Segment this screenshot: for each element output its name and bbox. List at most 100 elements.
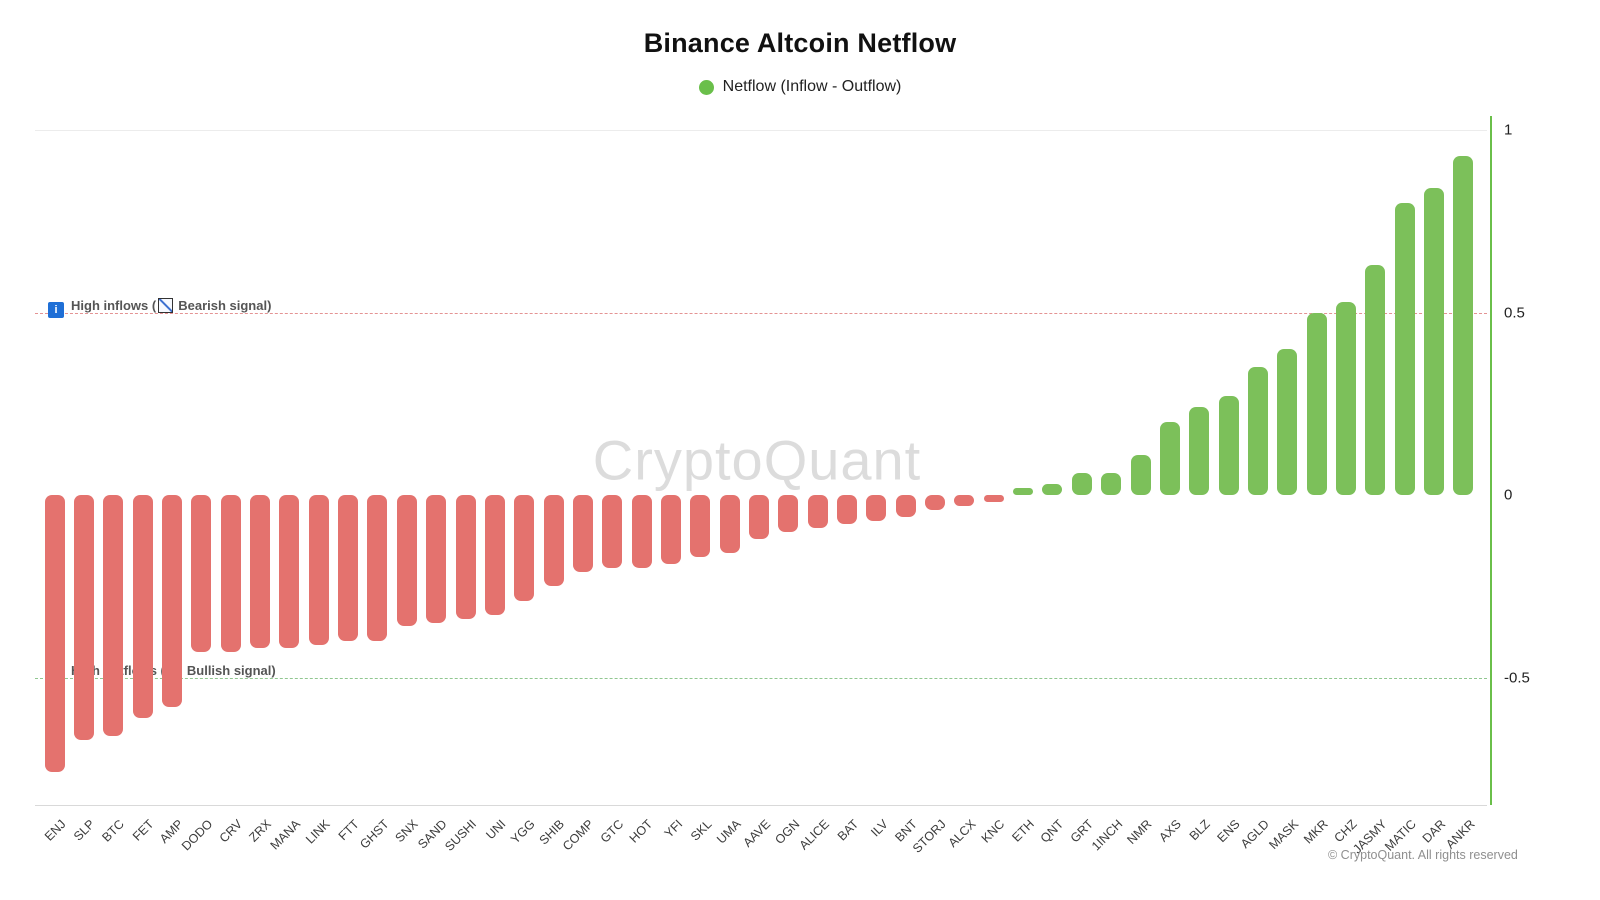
bar-enj[interactable] <box>44 495 65 773</box>
x-axis-label-alice: ALICE <box>796 817 832 853</box>
bar-gtc[interactable] <box>602 495 623 568</box>
x-axis-label-crv: CRV <box>216 817 245 846</box>
bar-alice[interactable] <box>807 495 828 528</box>
x-axis-label-aave: AAVE <box>740 817 773 850</box>
x-axis-label-ankr: ANKR <box>1442 817 1478 852</box>
bar-skl[interactable] <box>690 495 711 558</box>
bar-dodo[interactable] <box>191 495 212 652</box>
bar-ftt[interactable] <box>338 495 359 641</box>
x-axis-label-slp: SLP <box>71 817 98 844</box>
y-axis-label-0.5: 0.5 <box>1504 304 1525 321</box>
x-axis-label-mkr: MKR <box>1300 817 1331 847</box>
x-axis-label-gtc: GTC <box>597 817 627 846</box>
bar-btc[interactable] <box>103 495 124 736</box>
high-outflows-signal-text: Bullish signal <box>186 662 272 678</box>
bar-jasmy[interactable] <box>1365 265 1386 495</box>
legend-marker <box>698 79 714 95</box>
bar-alcx[interactable] <box>954 495 975 506</box>
x-axis-label-yfi: YFI <box>661 817 685 841</box>
bar-ens[interactable] <box>1218 396 1239 495</box>
bearish-signal-icon <box>158 297 174 313</box>
bar-ygg[interactable] <box>514 495 535 601</box>
x-axis-label-axs: AXS <box>1156 817 1184 845</box>
bar-matic[interactable] <box>1394 203 1415 495</box>
high-inflows-annotation: i High inflows (Bearish signal) <box>48 297 271 318</box>
gridline-value-1 <box>35 130 1487 131</box>
bar-hot[interactable] <box>631 495 652 568</box>
copyright-text: © CryptoQuant. All rights reserved <box>1328 848 1518 862</box>
x-axis-label-skl: SKL <box>687 817 715 844</box>
x-axis-label-1inch: 1INCH <box>1088 817 1126 854</box>
x-axis-line <box>35 805 1487 806</box>
bar-mkr[interactable] <box>1306 312 1327 495</box>
legend-label: Netflow (Inflow - Outflow) <box>722 78 902 95</box>
bar-snx[interactable] <box>396 495 417 627</box>
bar-qnt[interactable] <box>1042 484 1063 495</box>
x-axis-label-sushi: SUSHI <box>442 817 480 854</box>
high-inflows-text-suffix: ) <box>267 297 272 313</box>
info-icon[interactable]: i <box>48 301 64 318</box>
bar-fet[interactable] <box>132 495 153 718</box>
x-axis-label-btc: BTC <box>99 817 128 845</box>
x-axis-label-mask: MASK <box>1266 817 1302 852</box>
x-axis-label-nmr: NMR <box>1124 817 1155 848</box>
x-axis-label-uni: UNI <box>483 817 509 843</box>
x-axis-label-qnt: QNT <box>1037 817 1067 846</box>
bar-chz[interactable] <box>1335 301 1356 495</box>
bar-storj[interactable] <box>925 495 946 510</box>
bar-dar[interactable] <box>1423 188 1444 495</box>
bar-eth[interactable] <box>1013 487 1034 495</box>
bar-bat[interactable] <box>837 495 858 525</box>
bar-yfi[interactable] <box>660 495 681 565</box>
x-axis-label-bat: BAT <box>834 817 861 844</box>
bar-sand[interactable] <box>426 495 447 623</box>
bar-ilv[interactable] <box>866 495 887 521</box>
high-outflows-text-suffix: ) <box>271 662 276 678</box>
y-axis-label--0.5: -0.5 <box>1504 669 1530 686</box>
x-axis-label-hot: HOT <box>626 817 656 846</box>
bar-link[interactable] <box>308 495 329 645</box>
legend[interactable]: Netflow (Inflow - Outflow) <box>0 78 1600 96</box>
bar-uni[interactable] <box>484 495 505 616</box>
bar-amp[interactable] <box>162 495 183 707</box>
bar-grt[interactable] <box>1071 473 1092 495</box>
bar-ogn[interactable] <box>778 495 799 532</box>
high-outflows-threshold-line <box>35 677 1487 679</box>
y-axis-line <box>1490 116 1492 805</box>
x-axis-label-ghst: GHST <box>356 817 392 852</box>
bar-uma[interactable] <box>719 495 740 554</box>
x-axis-label-link: LINK <box>303 817 333 847</box>
bar-crv[interactable] <box>220 495 241 652</box>
bar-mana[interactable] <box>279 495 300 649</box>
x-axis-label-eth: ETH <box>1009 817 1038 845</box>
bar-zrx[interactable] <box>250 495 271 649</box>
high-inflows-signal-text: Bearish signal <box>178 297 268 313</box>
x-axis-label-uma: UMA <box>714 817 744 847</box>
bar-bnt[interactable] <box>895 495 916 517</box>
x-axis-label-mana: MANA <box>267 817 304 853</box>
bar-sushi[interactable] <box>455 495 476 620</box>
chart-title: Binance Altcoin Netflow <box>643 28 957 58</box>
bar-agld[interactable] <box>1247 367 1268 495</box>
y-axis-label-1: 1 <box>1504 121 1513 139</box>
x-axis-label-ygg: YGG <box>508 817 539 847</box>
bar-comp[interactable] <box>572 495 593 572</box>
bar-axs[interactable] <box>1159 422 1180 495</box>
x-axis-label-agld: AGLD <box>1237 817 1272 851</box>
bar-ankr[interactable] <box>1453 155 1474 495</box>
bar-shib[interactable] <box>543 495 564 587</box>
bar-nmr[interactable] <box>1130 454 1151 495</box>
bar-blz[interactable] <box>1189 407 1210 495</box>
bar-knc[interactable] <box>983 495 1004 503</box>
x-axis-label-alcx: ALCX <box>945 817 979 850</box>
x-axis-label-comp: COMP <box>560 817 597 854</box>
bar-slp[interactable] <box>74 495 95 740</box>
bar-aave[interactable] <box>749 495 769 539</box>
x-axis-label-dodo: DODO <box>178 817 216 854</box>
bar-1inch[interactable] <box>1101 473 1122 495</box>
x-axis-label-ilv: ILV <box>867 817 891 840</box>
bar-mask[interactable] <box>1277 349 1298 495</box>
bar-ghst[interactable] <box>367 495 388 641</box>
